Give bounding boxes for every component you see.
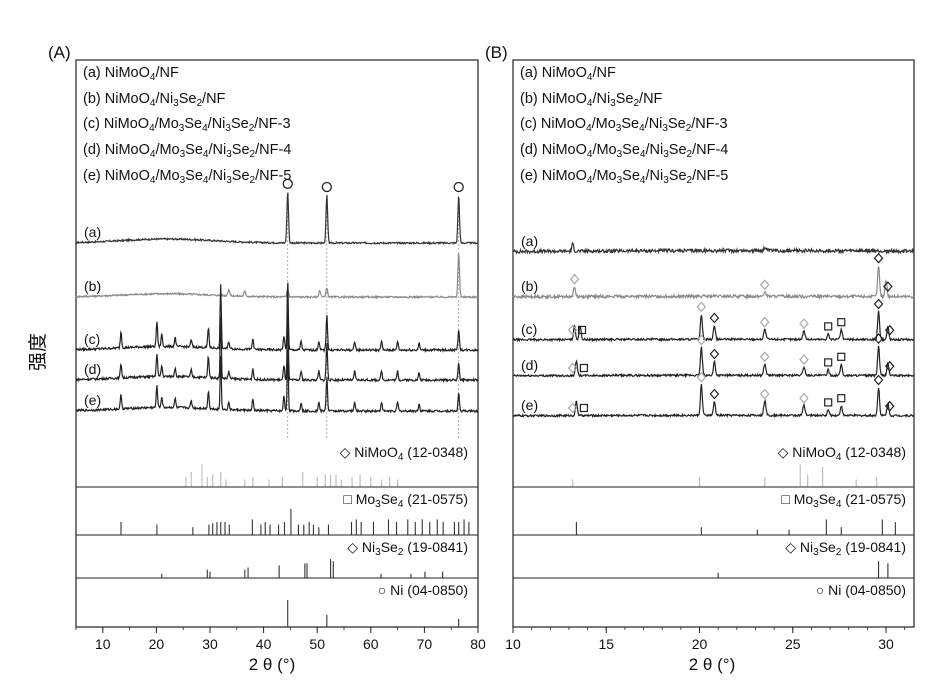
- x-tick-label: 25: [785, 636, 801, 652]
- reference-label: □ Mo3Se4 (21-0575): [781, 491, 906, 510]
- series-line-c: [76, 283, 478, 352]
- diamond-marker: [875, 254, 883, 263]
- diamond-marker: [761, 318, 769, 327]
- x-tick-label: 20: [149, 636, 165, 652]
- x-tick-label: 30: [878, 636, 894, 652]
- ni-marker: [454, 183, 463, 192]
- diamond-marker: [800, 355, 808, 364]
- panel-label: (B): [485, 43, 508, 62]
- x-tick-label: 30: [202, 636, 218, 652]
- x-tick-label: 10: [95, 636, 111, 652]
- mo3se4-marker: [825, 359, 832, 366]
- diamond-marker: [761, 390, 769, 399]
- mo3se4-marker: [838, 395, 845, 402]
- x-tick-label: 15: [598, 636, 614, 652]
- legend-entry: (d) NiMoO4/Mo3Se4/Ni3Se2/NF-4: [83, 142, 291, 160]
- series-label: (c): [84, 331, 100, 347]
- legend-entry: (d) NiMoO4/Mo3Se4/Ni3Se2/NF-4: [520, 142, 728, 160]
- mo3se4-marker: [838, 353, 845, 360]
- x-axis-label-b: 2 θ (°): [689, 655, 735, 674]
- series-line-a: [76, 193, 478, 244]
- diamond-marker: [697, 302, 705, 311]
- legend-entry: (c) NiMoO4/Mo3Se4/Ni3Se2/NF-3: [83, 116, 291, 134]
- legend-entry: (b) NiMoO4/Ni3Se2/NF: [83, 91, 226, 109]
- y-axis-label: 强度: [27, 333, 49, 371]
- series-label: (c): [521, 321, 537, 337]
- x-tick-label: 10: [505, 636, 521, 652]
- series-line-a: [513, 243, 914, 253]
- legend-entry: (e) NiMoO4/Mo3Se4/Ni3Se2/NF-5: [83, 168, 291, 186]
- x-tick-label: 60: [363, 636, 379, 652]
- reference-label: ◇ Ni3Se2 (19-0841): [347, 539, 468, 558]
- series-label: (a): [84, 224, 101, 240]
- legend-entry: (e) NiMoO4/Mo3Se4/Ni3Se2/NF-5: [520, 168, 728, 186]
- diamond-marker: [710, 350, 718, 359]
- diamond-marker: [761, 352, 769, 361]
- series-label: (e): [84, 392, 101, 408]
- diamond-marker: [800, 394, 808, 403]
- series-line-b: [76, 253, 478, 297]
- x-tick-label: 40: [256, 636, 272, 652]
- mo3se4-marker: [580, 365, 587, 372]
- legend-entry: (c) NiMoO4/Mo3Se4/Ni3Se2/NF-3: [520, 116, 728, 134]
- reference-label: ○ Ni (04-0850): [378, 582, 468, 598]
- legend-entry: (b) NiMoO4/Ni3Se2/NF: [520, 91, 663, 109]
- diamond-marker: [710, 390, 718, 399]
- x-tick-label: 70: [417, 636, 433, 652]
- x-axis-label-a: 2 θ (°): [249, 655, 295, 674]
- series-label: (b): [84, 278, 101, 294]
- reference-label: ○ Ni (04-0850): [816, 582, 906, 598]
- mo3se4-marker: [580, 405, 587, 412]
- diamond-marker: [571, 275, 579, 284]
- legend-entry: (a) NiMoO4/NF: [520, 65, 616, 83]
- ni-marker: [322, 183, 331, 192]
- x-tick-label: 50: [309, 636, 325, 652]
- panel-b: (B) (a) NiMoO4/NF (b) NiMoO4/Ni3Se2/NF (c) …: [485, 43, 914, 652]
- mo3se4-marker: [838, 319, 845, 326]
- series-label: (d): [84, 361, 101, 377]
- panel-label: (A): [48, 43, 71, 62]
- reference-label: □ Mo3Se4 (21-0575): [343, 491, 468, 510]
- x-tick-label: 80: [470, 636, 486, 652]
- series-line-e: [76, 350, 478, 413]
- diamond-marker: [875, 300, 883, 309]
- series-label: (e): [521, 397, 538, 413]
- series-label: (a): [521, 233, 538, 249]
- x-tick-label: 20: [692, 636, 708, 652]
- panels: (A) (a) NiMoO4/NF (b) NiMoO4/Ni3Se2/NF (c) …: [48, 43, 914, 652]
- diamond-marker: [710, 314, 718, 323]
- diamond-marker: [875, 376, 883, 385]
- reference-label: ◇ Ni3Se2 (19-0841): [785, 539, 906, 558]
- series-label: (b): [521, 278, 538, 294]
- panel-a: (A) (a) NiMoO4/NF (b) NiMoO4/Ni3Se2/NF (c) …: [48, 43, 486, 652]
- diamond-marker: [761, 280, 769, 289]
- reference-label: ◇ NiMoO4 (12-0348): [340, 444, 468, 463]
- mo3se4-marker: [825, 323, 832, 330]
- legend-entry: (a) NiMoO4/NF: [83, 65, 179, 83]
- series-label: (d): [521, 357, 538, 373]
- reference-label: ◇ NiMoO4 (12-0348): [778, 444, 906, 463]
- diamond-marker: [800, 319, 808, 328]
- mo3se4-marker: [825, 399, 832, 406]
